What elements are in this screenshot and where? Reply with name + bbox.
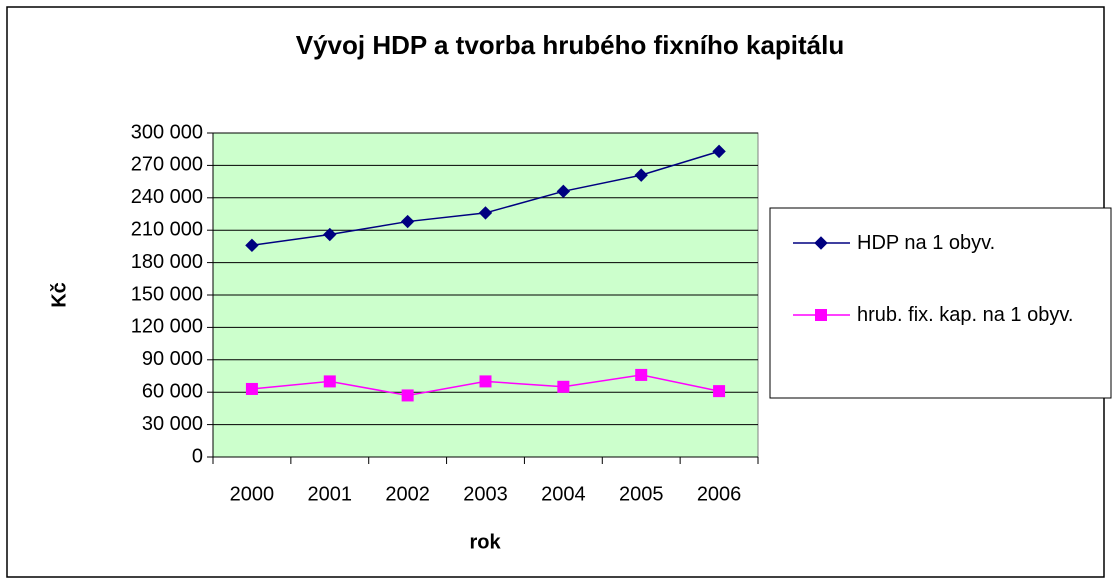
- y-tick-label: 240 000: [131, 186, 203, 208]
- legend-label: hrub. fix. kap. na 1 obyv.: [857, 304, 1074, 326]
- point: [634, 168, 648, 182]
- point: [245, 382, 258, 395]
- chart-title: Vývoj HDP a tvorba hrubého fixního kapit…: [296, 30, 845, 60]
- x-axis-title: rok: [469, 531, 501, 553]
- legend-entry: hrub. fix. kap. na 1 obyv.: [857, 304, 1074, 326]
- x-tick-label: 2005: [619, 483, 664, 505]
- legend-label: HDP na 1 obyv.: [857, 232, 996, 254]
- y-tick-label: 60 000: [142, 380, 203, 402]
- legend-box: [769, 207, 1112, 399]
- y-tick-label: 150 000: [131, 283, 203, 305]
- y-tick-label: 0: [192, 445, 203, 467]
- y-tick-label: 120 000: [131, 316, 203, 338]
- y-tick-label: 210 000: [131, 218, 203, 240]
- x-tick-label: 2006: [697, 483, 742, 505]
- x-tick-label: 2003: [463, 483, 508, 505]
- point: [400, 214, 415, 229]
- x-tick-label: 2002: [385, 483, 430, 505]
- y-tick-label: 90 000: [142, 348, 203, 370]
- legend-marker: [814, 236, 828, 250]
- x-tick-label: 2000: [230, 483, 275, 505]
- y-tick-label: 30 000: [142, 413, 203, 435]
- x-tick-label: 2001: [308, 483, 353, 505]
- legend-marker: [815, 309, 827, 321]
- x-tick-label: 2004: [541, 483, 586, 505]
- point: [556, 184, 571, 199]
- point: [323, 227, 337, 242]
- y-axis-title: Kč: [48, 282, 70, 308]
- point: [401, 389, 414, 402]
- point: [323, 375, 336, 388]
- point: [479, 375, 492, 388]
- y-tick-label: 270 000: [131, 154, 203, 176]
- point: [478, 206, 493, 220]
- y-tick-label: 180 000: [131, 251, 203, 273]
- y-tick-label: 300 000: [131, 121, 203, 143]
- point: [713, 385, 726, 398]
- point: [557, 380, 570, 393]
- point: [635, 368, 648, 381]
- legend-entry: HDP na 1 obyv.: [857, 232, 996, 254]
- point: [245, 238, 259, 253]
- point: [712, 144, 726, 159]
